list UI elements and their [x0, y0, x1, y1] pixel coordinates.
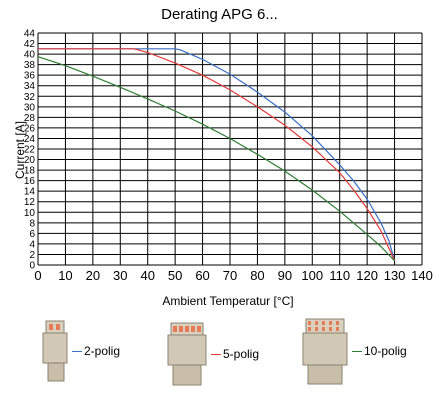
- y-tick-label: 12: [24, 197, 36, 208]
- y-tick-label: 6: [29, 229, 35, 240]
- y-tick-label: 24: [24, 134, 36, 145]
- y-tick-label: 10: [24, 208, 36, 219]
- y-tick-label: 18: [24, 166, 36, 177]
- x-tick-label: 100: [301, 268, 323, 283]
- y-tick-label: 42: [24, 39, 36, 50]
- y-tick-label: 2: [29, 250, 35, 261]
- x-tick-label: 90: [278, 268, 292, 283]
- x-tick-label: 130: [384, 268, 406, 283]
- y-axis-label: Current [A]: [13, 121, 27, 179]
- legend-line-5-polig: [211, 353, 221, 355]
- x-tick-label: 60: [195, 268, 209, 283]
- series-line-2-polig: [38, 48, 396, 261]
- legend-label-5-polig: 5-polig: [223, 347, 260, 361]
- grid-lines: [37, 32, 423, 266]
- x-tick-label: 120: [356, 268, 378, 283]
- y-tick-label: 14: [24, 187, 36, 198]
- tick-labels: 0 10 20 30 40 50 60 70 80 90 100 110 120 130 140024681…: [24, 29, 433, 284]
- y-tick-label: 44: [24, 29, 36, 40]
- 5-pole-connector-icon: [167, 322, 207, 386]
- y-tick-label: 16: [24, 176, 36, 187]
- chart-title: Derating APG 6...: [161, 6, 278, 23]
- y-tick-label: 40: [24, 50, 36, 61]
- y-tick-label: 22: [24, 145, 36, 156]
- y-tick-label: 28: [24, 113, 36, 124]
- legend-line-2-polig: [72, 350, 82, 352]
- x-axis-label: Ambient Temperatur [°C]: [162, 294, 293, 308]
- x-tick-label: 110: [329, 268, 350, 283]
- x-tick-label: 70: [223, 268, 237, 283]
- y-tick-label: 20: [24, 155, 36, 166]
- y-tick-label: 26: [24, 123, 36, 134]
- y-tick-label: 34: [24, 81, 36, 92]
- x-tick-label: 0: [34, 268, 41, 283]
- y-tick-label: 0: [29, 261, 35, 272]
- legend-line-10-polig: [352, 350, 362, 352]
- legend-item-5-polig: 5-polig: [165, 320, 259, 388]
- y-tick-label: 38: [24, 60, 36, 71]
- series-line-10-polig: [37, 56, 396, 262]
- legend-item-10-polig: 10-polig: [300, 316, 407, 386]
- y-tick-label: 30: [24, 102, 36, 113]
- 10-pole-connector-icon: [302, 318, 348, 385]
- series-lines: [37, 48, 396, 262]
- y-tick-label: 8: [29, 218, 35, 229]
- series-line-5-polig: [38, 48, 396, 262]
- x-tick-label: 10: [58, 268, 72, 283]
- legend-label-10-polig: 10-polig: [364, 344, 407, 358]
- x-tick-label: 40: [140, 268, 154, 283]
- x-tick-label: 80: [250, 268, 264, 283]
- legend-label-2-polig: 2-polig: [84, 344, 121, 358]
- x-tick-label: 30: [113, 268, 127, 283]
- y-tick-label: 32: [24, 92, 36, 103]
- x-tick-label: 50: [168, 268, 182, 283]
- x-tick-label: 140: [411, 268, 433, 283]
- x-tick-label: 20: [86, 268, 100, 283]
- legend-item-2-polig: 2-polig: [40, 318, 120, 384]
- 2-pole-connector-icon: [42, 320, 68, 382]
- y-tick-label: 36: [24, 71, 36, 82]
- y-tick-label: 4: [29, 239, 35, 250]
